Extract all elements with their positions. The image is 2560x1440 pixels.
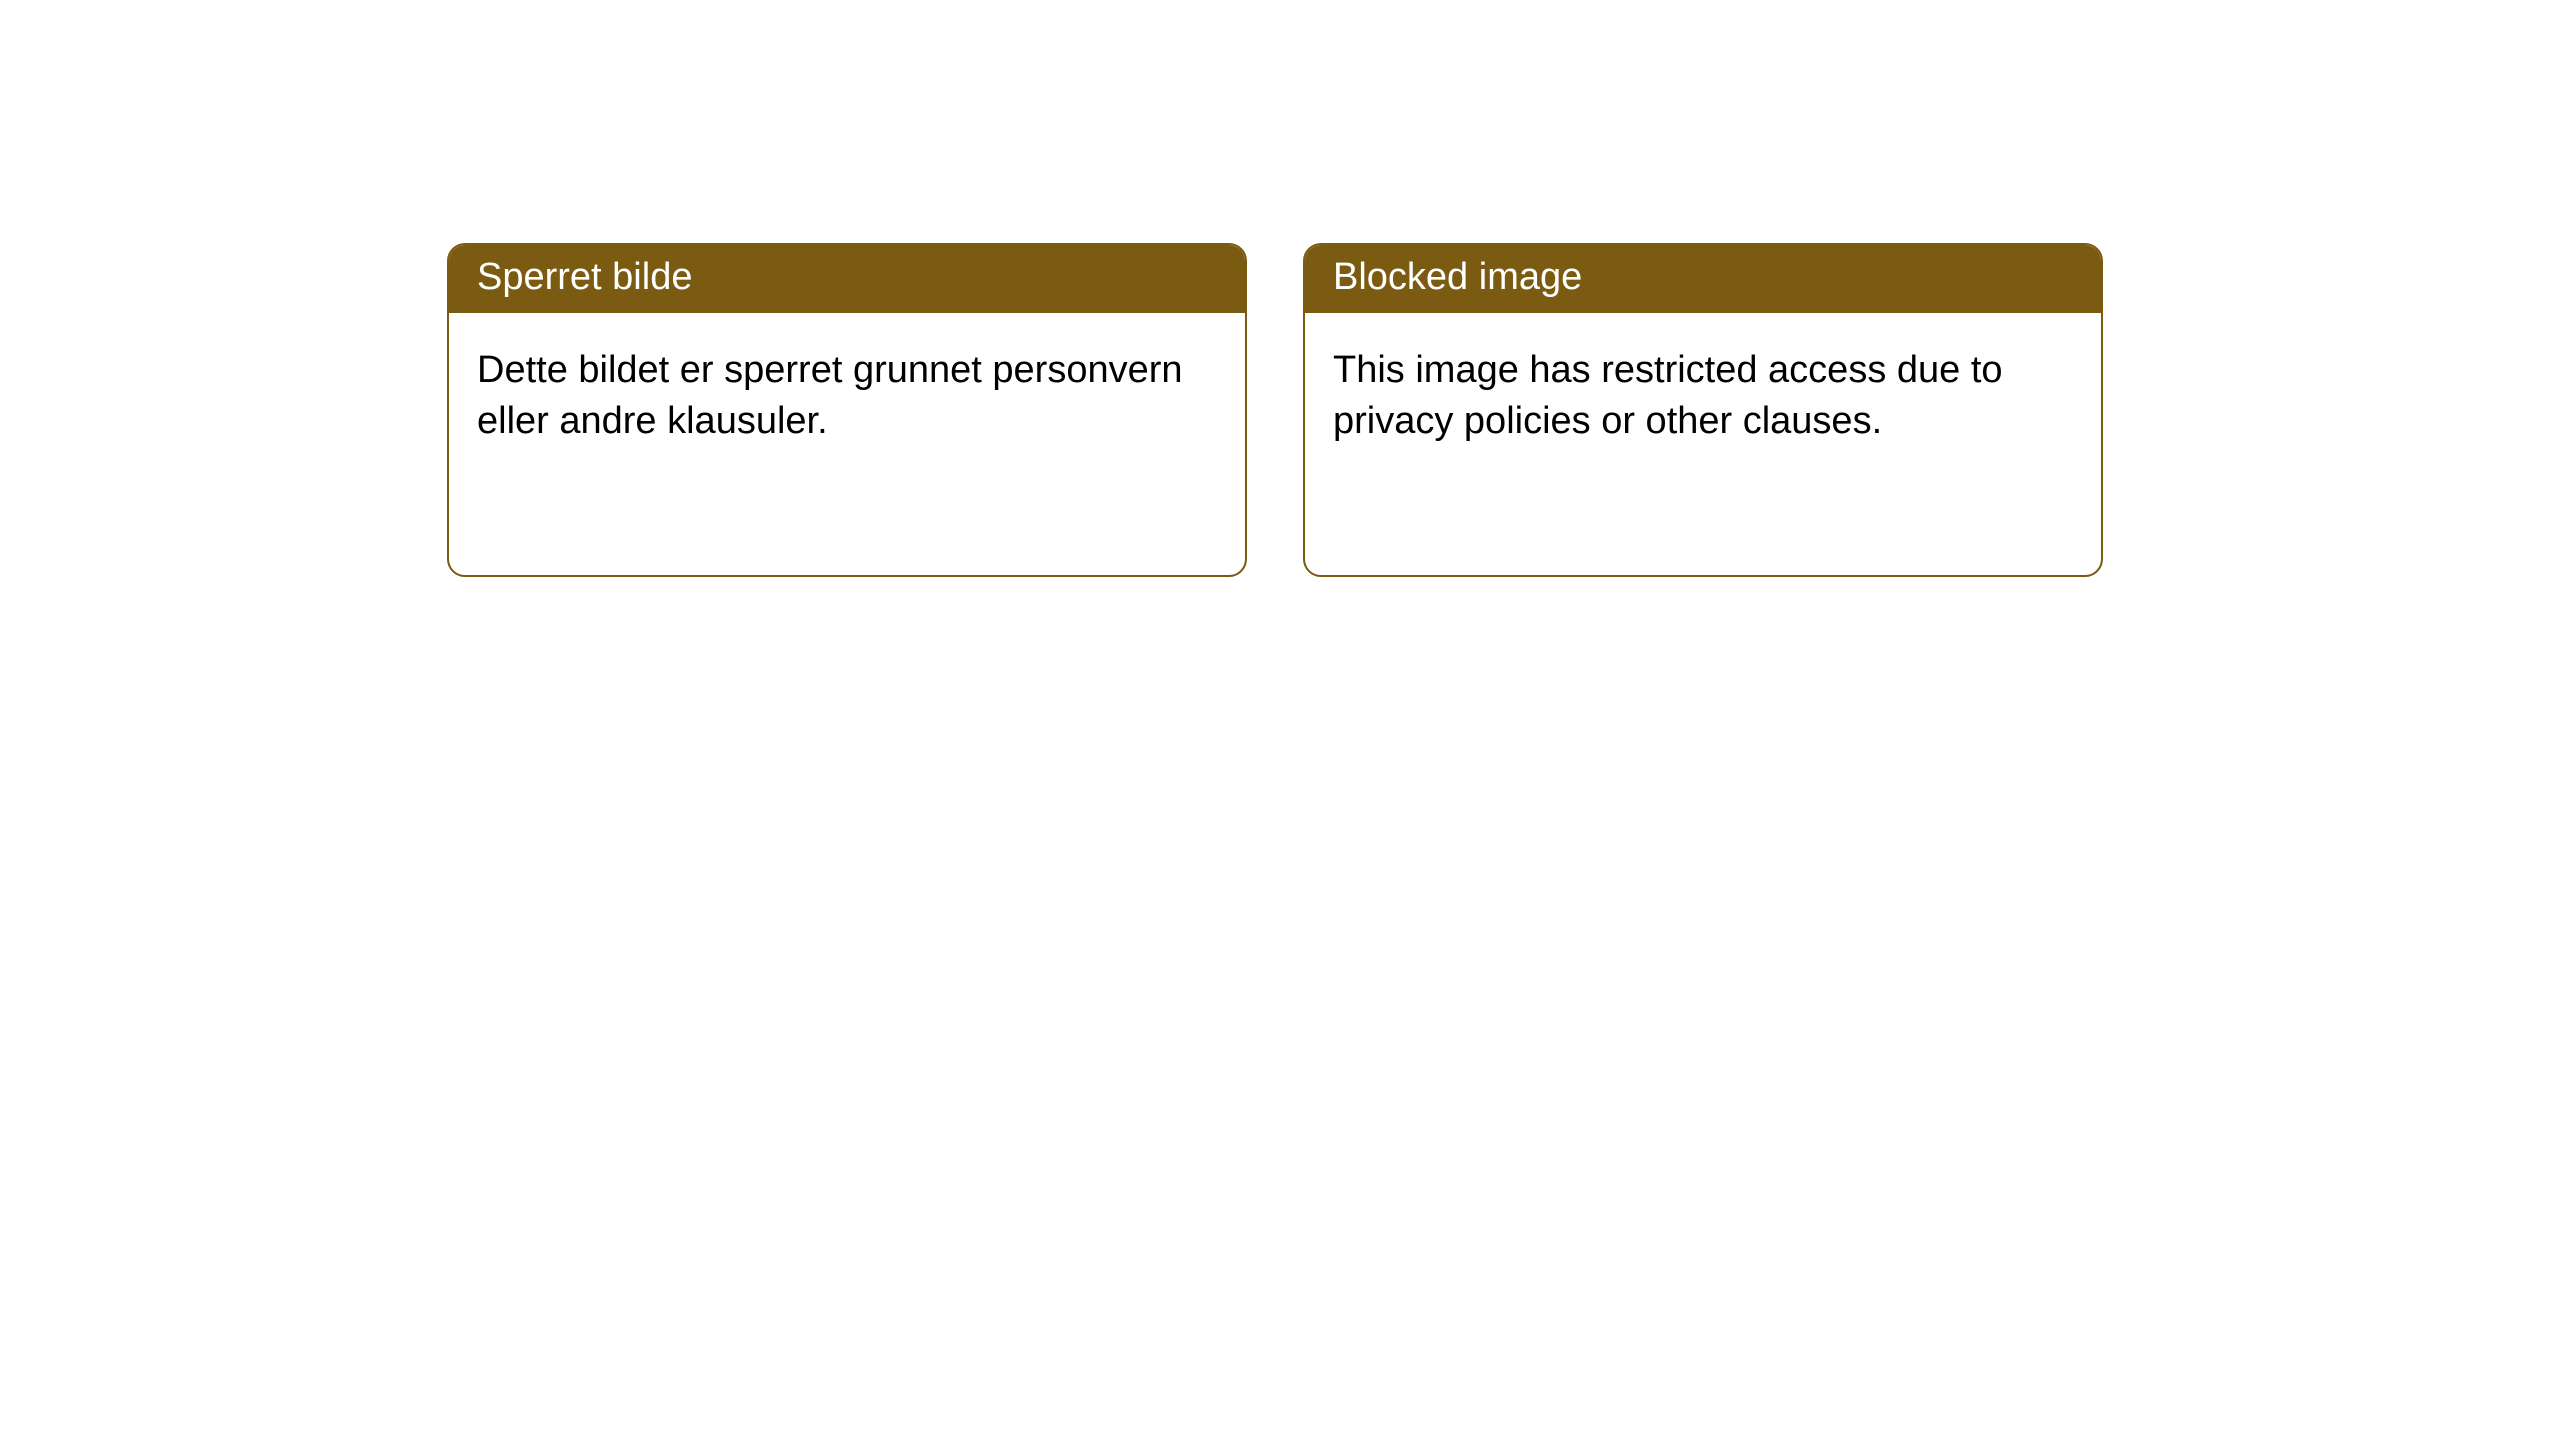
card-body: This image has restricted access due to … (1305, 313, 2101, 480)
notice-card-container: Sperret bilde Dette bildet er sperret gr… (447, 243, 2103, 577)
card-body-text: Dette bildet er sperret grunnet personve… (477, 349, 1183, 442)
card-title: Sperret bilde (477, 256, 692, 298)
card-body: Dette bildet er sperret grunnet personve… (449, 313, 1245, 480)
card-body-text: This image has restricted access due to … (1333, 349, 2003, 442)
card-header: Blocked image (1305, 245, 2101, 313)
notice-card-english: Blocked image This image has restricted … (1303, 243, 2103, 577)
card-title: Blocked image (1333, 256, 1582, 298)
card-header: Sperret bilde (449, 245, 1245, 313)
notice-card-norwegian: Sperret bilde Dette bildet er sperret gr… (447, 243, 1247, 577)
